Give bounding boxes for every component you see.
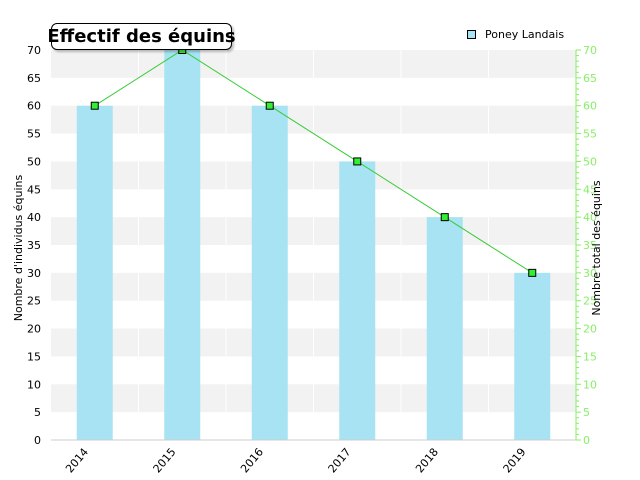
bar	[164, 50, 201, 440]
y-tick-label: 0	[34, 434, 41, 447]
y-tick-label: 30	[27, 267, 41, 280]
x-tick-label: 2019	[501, 446, 529, 476]
y-tick-label: 20	[27, 323, 41, 336]
x-tick-label: 2018	[413, 446, 441, 476]
right-y-tick-label: 50	[583, 155, 597, 168]
y-tick-label: 60	[27, 100, 41, 113]
right-y-tick-label: 5	[583, 406, 590, 419]
x-tick-label: 2015	[151, 446, 179, 476]
right-y-tick-label: 20	[583, 323, 597, 336]
y-tick-label: 5	[34, 406, 41, 419]
left-y-axis: 0 5 10 15 20 25 30 35 40 45 50 55 60 65 70	[27, 44, 41, 447]
bar	[514, 272, 551, 440]
series-line	[94, 49, 533, 274]
legend: Poney Landais	[467, 28, 564, 41]
right-y-tick-label: 55	[583, 128, 597, 141]
x-tick-label: 2014	[63, 446, 91, 476]
right-y-tick-label: 70	[583, 44, 597, 57]
line-series	[90, 46, 537, 277]
line-marker	[440, 213, 449, 222]
x-tick-label: 2017	[326, 446, 354, 476]
y-tick-label: 55	[27, 128, 41, 141]
right-y-axis: 0 5 10 15 20 25 30 35 40 45 50 55 60 65 70	[576, 44, 597, 447]
right-y-tick-label: 40	[583, 211, 597, 224]
right-y-tick-label: 0	[583, 434, 590, 447]
right-y-tick-label: 30	[583, 267, 597, 280]
x-axis: 2014 2015 2016 2017 2018 2019	[63, 446, 528, 476]
y-tick-label: 45	[27, 183, 41, 196]
chart-title-box: Effectif des équins	[47, 23, 236, 50]
right-y-tick-label: 65	[583, 72, 597, 85]
legend-swatch	[467, 30, 476, 39]
y-tick-label: 10	[27, 378, 41, 391]
y-tick-label: 50	[27, 155, 41, 168]
bar	[251, 105, 288, 440]
line-marker	[265, 101, 274, 110]
x-tick-label: 2016	[238, 446, 266, 476]
y-tick-label: 70	[27, 44, 41, 57]
bar	[426, 217, 463, 440]
bar	[339, 161, 376, 440]
right-y-tick-label: 45	[583, 183, 597, 196]
y-tick-label: 15	[27, 350, 41, 363]
y-tick-label: 25	[27, 295, 41, 308]
right-y-tick-label: 60	[583, 100, 597, 113]
bar	[76, 105, 113, 440]
right-y-tick-label: 35	[583, 239, 597, 252]
y-tick-label: 35	[27, 239, 41, 252]
bar-series	[76, 50, 551, 440]
legend-label: Poney Landais	[485, 28, 565, 41]
line-marker	[528, 268, 537, 277]
y-tick-label: 40	[27, 211, 41, 224]
right-y-tick-label: 10	[583, 378, 597, 391]
chart-title: Effectif des équins	[47, 26, 236, 47]
y-axis-title-left: Nombre d'individus équins	[12, 174, 25, 321]
line-marker	[353, 157, 362, 166]
y-tick-label: 65	[27, 72, 41, 85]
right-y-tick-label: 25	[583, 295, 597, 308]
right-y-tick-label: 15	[583, 350, 597, 363]
line-marker	[90, 101, 99, 110]
y-axis-title-right: Nombre total des équins	[590, 180, 603, 316]
